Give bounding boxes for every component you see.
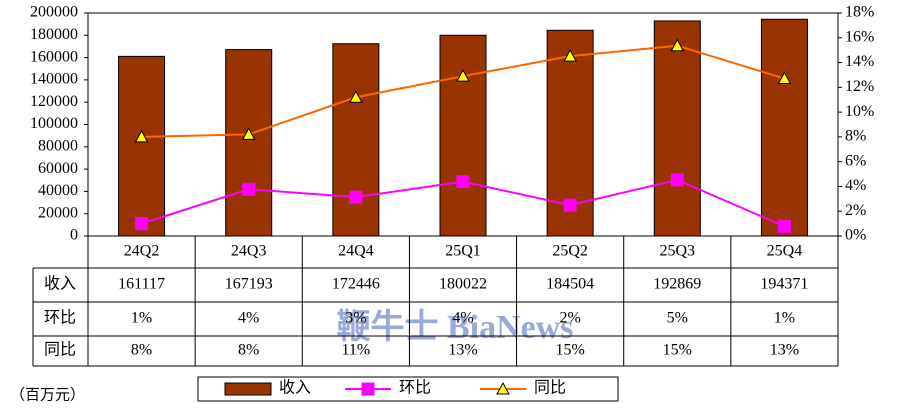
table-cell: 192869: [653, 276, 701, 293]
table-cell: 4%: [452, 310, 473, 327]
watermark: 鞭牛士 BiaNews: [336, 308, 573, 346]
y-tick-label: 120000: [30, 93, 78, 110]
y2-tick-label: 14%: [845, 53, 874, 70]
y2-tick-label: 12%: [845, 78, 874, 95]
bar: [653, 20, 701, 237]
x-tick-label: 24Q2: [124, 243, 160, 260]
table-cell: 167193: [225, 276, 273, 293]
table-cell: 11%: [341, 342, 370, 359]
row-header: 收入: [44, 275, 76, 293]
y-tick-label: 60000: [38, 160, 78, 177]
y-tick-label: 80000: [38, 137, 78, 154]
table-cell: 8%: [131, 342, 152, 359]
y2-tick-label: 0%: [845, 227, 866, 244]
x-tick-label: 25Q4: [767, 243, 803, 260]
table-cell: 180022: [439, 276, 487, 293]
marker: [456, 69, 470, 82]
y-tick-label: 200000: [30, 4, 78, 21]
y-tick-label: 140000: [30, 71, 78, 88]
x-tick-label: 25Q2: [552, 243, 588, 260]
table-cell: 3%: [345, 310, 366, 327]
y-tick-label: 100000: [30, 115, 78, 132]
marker: [563, 49, 577, 62]
legend-marker: [361, 382, 375, 396]
y-tick-label: 20000: [38, 204, 78, 221]
marker: [241, 127, 256, 140]
y2-tick-label: 18%: [845, 4, 874, 21]
y2-tick-label: 2%: [845, 202, 866, 219]
y-tick-label: 0: [70, 227, 78, 244]
marker: [134, 129, 149, 143]
row-header: 同比: [44, 341, 76, 359]
marker: [242, 182, 256, 196]
marker: [563, 198, 577, 212]
y2-tick-label: 6%: [845, 152, 866, 169]
legend-label: 环比: [399, 379, 431, 397]
marker: [670, 38, 685, 52]
x-tick-label: 25Q1: [445, 243, 481, 260]
legend-marker: [496, 381, 510, 395]
y2-tick-label: 8%: [845, 128, 866, 145]
x-tick-label: 24Q3: [231, 243, 267, 260]
y-tick-label: 160000: [30, 48, 78, 65]
table-cell: 1%: [131, 310, 152, 327]
table-cell: 4%: [238, 310, 259, 327]
legend-swatch: [224, 382, 272, 396]
x-tick-label: 24Q4: [338, 243, 374, 260]
marker: [349, 90, 363, 103]
table-cell: 172446: [332, 276, 380, 293]
table-cell: 2%: [559, 310, 580, 327]
y2-tick-label: 4%: [845, 177, 866, 194]
marker: [670, 173, 684, 187]
table-cell: 15%: [663, 342, 692, 359]
table-cell: 15%: [555, 342, 584, 359]
table-cell: 5%: [667, 310, 688, 327]
y2-tick-label: 10%: [845, 103, 874, 120]
bar: [760, 18, 808, 237]
table-cell: 184504: [546, 276, 594, 293]
legend-label: 收入: [279, 379, 311, 397]
table-cell: 13%: [448, 342, 477, 359]
marker: [777, 71, 792, 85]
table-cell: 161117: [118, 276, 165, 293]
table-cell: 8%: [238, 342, 259, 359]
bar: [439, 34, 487, 237]
y-tick-label: 180000: [30, 26, 78, 43]
y-tick-label: 40000: [38, 182, 78, 199]
legend: [197, 376, 619, 402]
bar: [332, 43, 380, 237]
table-cell: 1%: [774, 310, 795, 327]
x-tick-label: 25Q3: [660, 243, 696, 260]
unit-note: （百万元）: [10, 386, 85, 403]
marker: [135, 217, 149, 231]
table-cell: 13%: [770, 342, 799, 359]
marker: [349, 190, 363, 204]
bar: [118, 55, 166, 237]
bar: [225, 49, 273, 237]
marker: [777, 219, 791, 233]
y2-tick-label: 16%: [845, 28, 874, 45]
table-cell: 194371: [760, 276, 808, 293]
row-header: 环比: [44, 309, 76, 327]
marker: [456, 175, 470, 189]
legend-label: 同比: [534, 379, 566, 397]
